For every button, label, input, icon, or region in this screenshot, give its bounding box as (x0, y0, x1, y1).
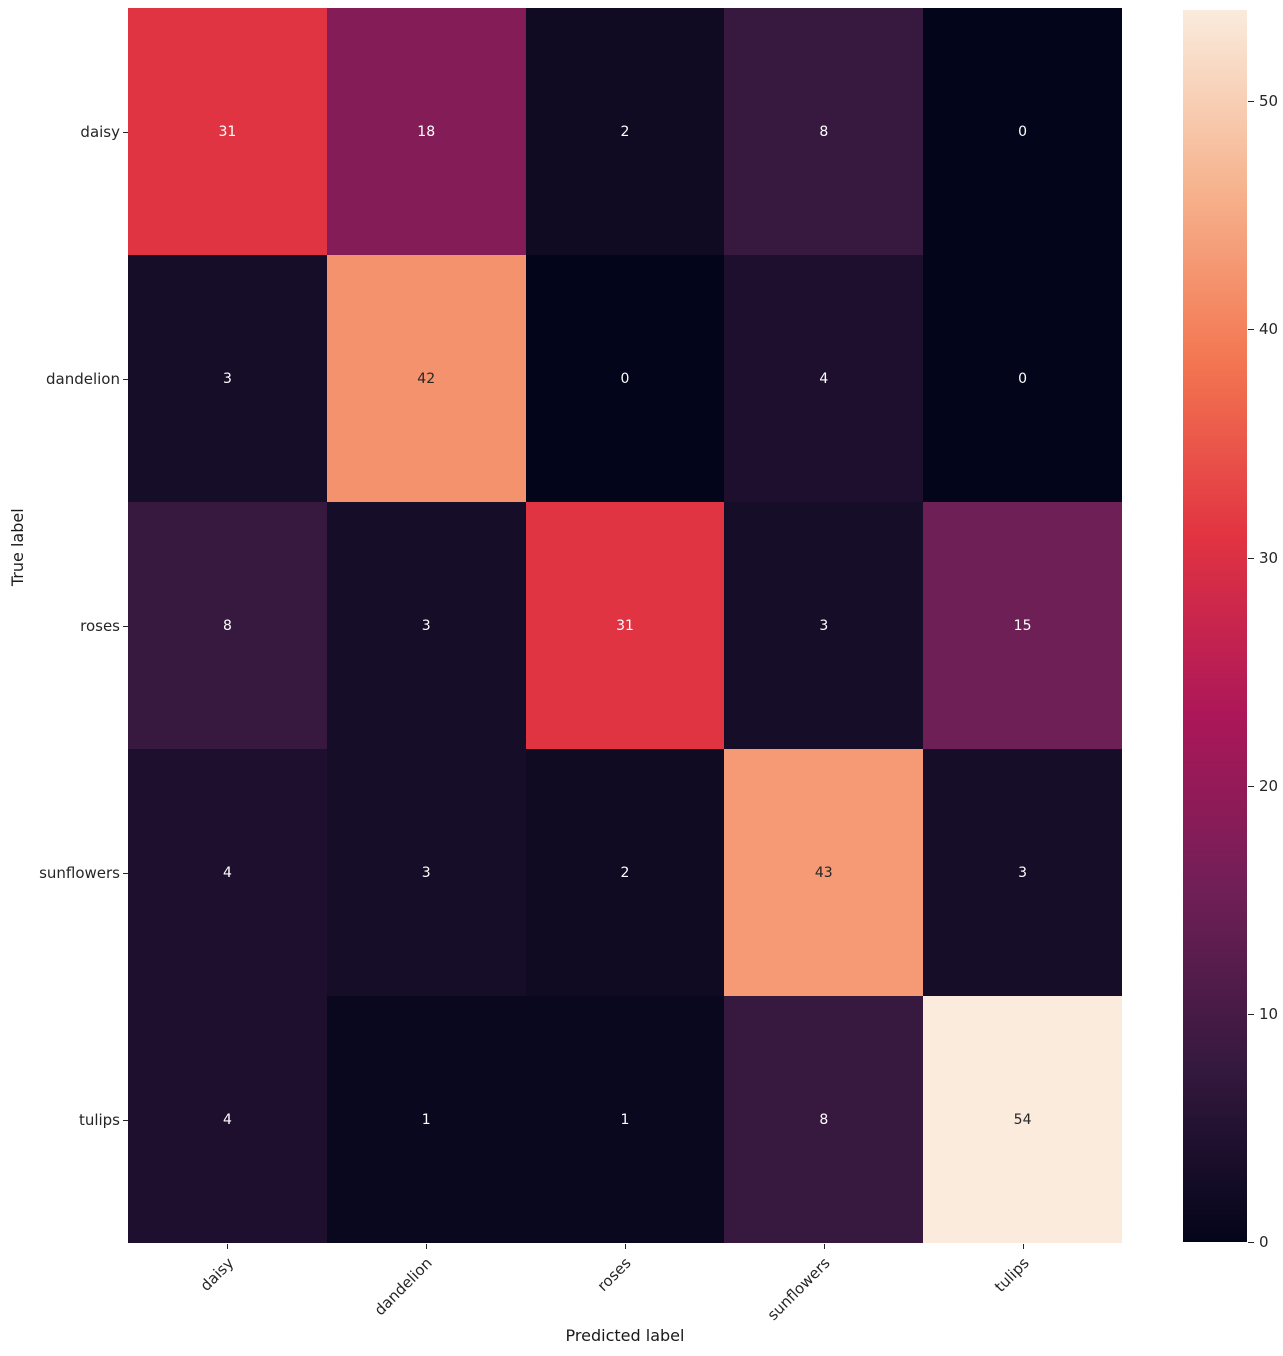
colorbar-tick-mark (1248, 101, 1254, 103)
heatmap-cell: 2 (525, 749, 725, 996)
heatmap-grid: 31 18 2 8 0 3 42 0 4 0 8 3 31 3 15 4 3 2 43 3 4 1 1 8 54 (128, 8, 1122, 1243)
y-tick-mark (123, 872, 128, 874)
heatmap-cell: 54 (923, 996, 1122, 1243)
cell-value: 15 (1013, 617, 1032, 634)
x-tick-label: daisy (196, 1254, 238, 1295)
heatmap-cell: 8 (128, 502, 327, 749)
cell-value: 0 (1018, 123, 1028, 140)
heatmap-cell: 4 (128, 749, 327, 996)
heatmap-cell: 0 (923, 8, 1122, 255)
cell-value: 3 (222, 370, 232, 387)
heatmap-cell: 42 (326, 255, 526, 502)
colorbar-tick-label: 20 (1259, 776, 1279, 795)
cell-value: 3 (1018, 864, 1028, 881)
cell-value: 8 (222, 617, 232, 634)
heatmap-cell: 8 (724, 8, 924, 255)
heatmap-cell: 3 (326, 749, 526, 996)
x-tick-label: tulips (990, 1254, 1033, 1296)
y-tick-label: daisy (80, 122, 120, 141)
colorbar-tick-mark (1248, 329, 1254, 331)
colorbar-tick-label: 40 (1259, 320, 1279, 339)
heatmap-cell: 4 (724, 255, 924, 502)
heatmap-cell: 2 (525, 8, 725, 255)
cell-value: 8 (819, 123, 829, 140)
cell-value: 31 (218, 123, 237, 140)
x-axis-label: Predicted label (565, 1326, 685, 1345)
cell-value: 3 (819, 617, 829, 634)
heatmap-cell: 3 (326, 502, 526, 749)
cell-value: 4 (819, 370, 829, 387)
x-tick-label: sunflowers (763, 1254, 834, 1324)
heatmap-cell: 18 (326, 8, 526, 255)
cell-value: 1 (421, 1111, 431, 1128)
heatmap-cell: 3 (724, 502, 924, 749)
heatmap-cell: 15 (923, 502, 1122, 749)
heatmap-cell: 8 (724, 996, 924, 1243)
colorbar-tick-label: 10 (1259, 1004, 1279, 1023)
x-tick-mark (625, 1244, 626, 1249)
colorbar-tick-label: 30 (1259, 548, 1279, 567)
colorbar-tick-mark (1248, 1242, 1254, 1243)
colorbar-tick-mark (1248, 557, 1254, 559)
x-tick-mark (1022, 1244, 1024, 1249)
heatmap-cell: 31 (525, 502, 725, 749)
cell-value: 31 (616, 617, 634, 634)
y-axis-label: True label (8, 508, 27, 587)
colorbar-tick-label: 0 (1259, 1233, 1269, 1251)
cell-value: 4 (222, 864, 232, 881)
cell-value: 43 (814, 864, 833, 881)
x-tick-mark (426, 1244, 428, 1249)
heatmap-cell: 3 (923, 749, 1122, 996)
heatmap-cell: 3 (128, 255, 327, 502)
y-tick-mark (123, 378, 128, 380)
colorbar-tick-mark (1248, 785, 1254, 787)
cell-value: 8 (819, 1111, 829, 1128)
x-tick-mark (823, 1244, 825, 1249)
cell-value: 42 (417, 370, 436, 387)
heatmap-cell: 4 (128, 996, 327, 1243)
cell-value: 54 (1013, 1111, 1032, 1128)
colorbar-gradient (1183, 10, 1247, 1242)
colorbar-tick-mark (1248, 1013, 1254, 1015)
cell-value: 2 (620, 864, 630, 881)
cell-value: 18 (417, 123, 436, 140)
cell-value: 4 (222, 1111, 232, 1128)
y-tick-label: tulips (78, 1110, 120, 1129)
cell-value: 0 (620, 370, 630, 387)
heatmap-cell: 1 (326, 996, 526, 1243)
cell-value: 0 (1018, 370, 1028, 387)
colorbar-tick-label: 50 (1259, 92, 1279, 111)
cell-value: 3 (421, 617, 431, 634)
cell-value: 3 (421, 864, 431, 881)
y-tick-label: roses (80, 616, 120, 635)
heatmap-cell: 0 (923, 255, 1122, 502)
x-tick-label: dandelion (370, 1254, 436, 1320)
heatmap-cell: 31 (128, 8, 327, 255)
y-tick-label: sunflowers (39, 863, 120, 882)
x-tick-mark (227, 1244, 229, 1249)
y-tick-mark (123, 131, 128, 133)
y-tick-label: dandelion (46, 369, 120, 388)
y-tick-mark (123, 1119, 128, 1121)
y-tick-mark (123, 625, 128, 627)
heatmap-cell: 1 (525, 996, 725, 1243)
heatmap-cell: 43 (724, 749, 924, 996)
x-tick-label: roses (593, 1254, 635, 1295)
cell-value: 2 (620, 123, 630, 140)
cell-value: 1 (620, 1111, 630, 1128)
heatmap-cell: 0 (525, 255, 725, 502)
